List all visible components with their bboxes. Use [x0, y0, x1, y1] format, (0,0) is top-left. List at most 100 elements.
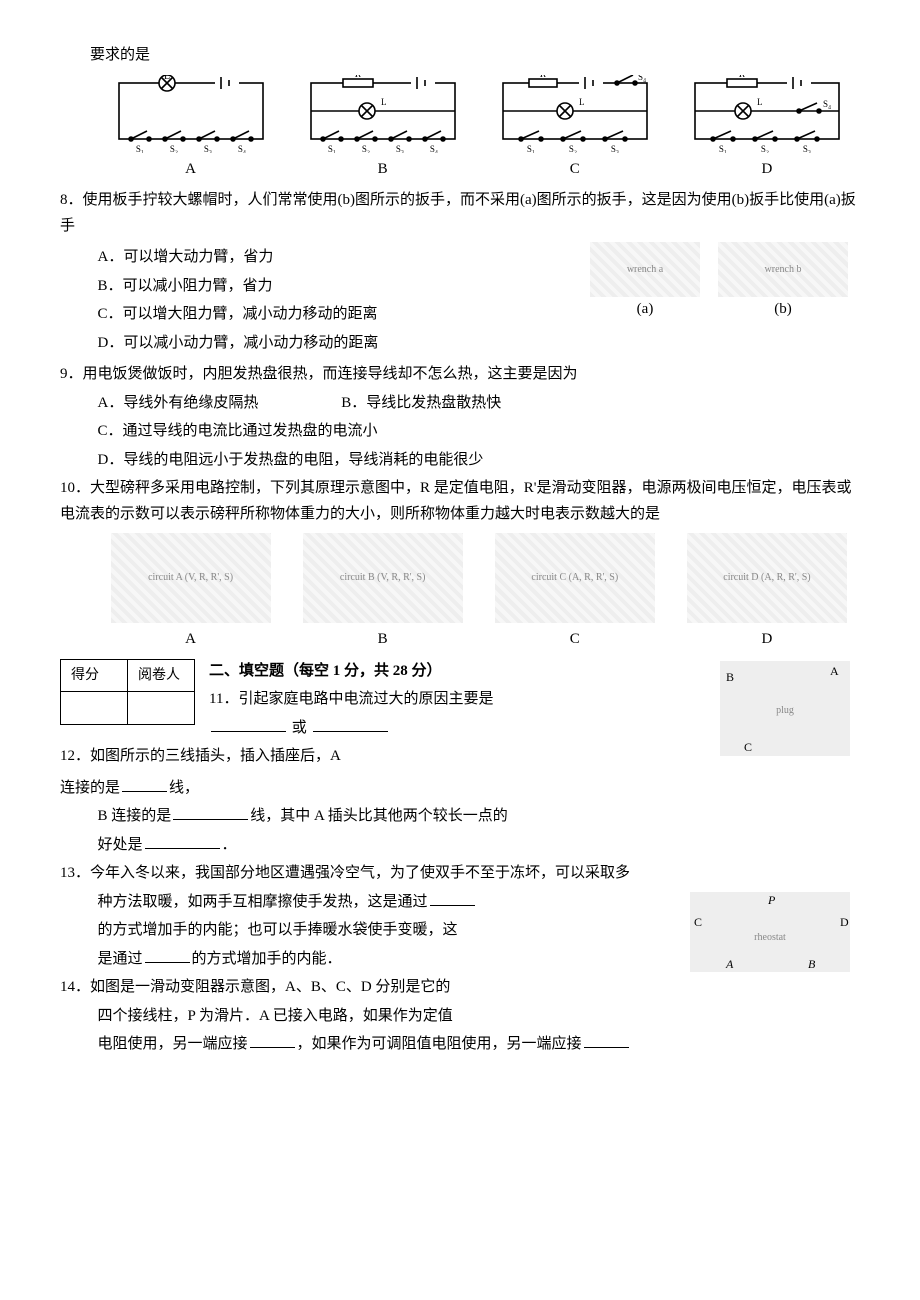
q10-circuit-a-diagram: circuit A (V, R, R', S)	[111, 533, 271, 623]
q10-c-cell: circuit C (A, R, R', S) C	[482, 533, 668, 653]
q11-text: 11．引起家庭电路中电流过大的原因主要是	[209, 691, 493, 707]
q14-l3b: ，如果作为可调阻值电阻使用，另一端应接	[297, 1036, 582, 1052]
q11-blank2	[313, 716, 388, 732]
circuit-a-label: A	[185, 157, 196, 183]
svg-text:B: B	[726, 670, 734, 684]
score-table: 得分 阅卷人	[60, 659, 195, 726]
q12-c2: 线，其中 A 插头比其他两个较长一点的	[250, 808, 508, 824]
svg-text:L: L	[579, 97, 585, 107]
section2-block: 得分 阅卷人 A B C plug 二、填空题（每空 1 分，共 28 分） 1…	[60, 659, 860, 773]
svg-text:C: C	[694, 915, 702, 929]
q12-line4: 好处是 ．	[60, 833, 860, 859]
q14-line3: 电阻使用，另一端应接 ，如果作为可调阻值电阻使用，另一端应接	[60, 1032, 860, 1058]
q13-blank1	[430, 890, 475, 906]
q10-circuit-d-diagram: circuit D (A, R, R', S)	[687, 533, 847, 623]
svg-text:S₁: S₁	[527, 144, 535, 153]
svg-text:S₂: S₂	[761, 144, 769, 153]
q11-blank1	[211, 716, 286, 732]
svg-text:L: L	[164, 75, 170, 82]
q10-a-label: A	[185, 627, 196, 653]
section2-title: 二、填空题（每空 1 分，共 28 分）	[209, 663, 442, 679]
q12-blank1	[122, 776, 167, 792]
score-blank2	[128, 692, 195, 725]
svg-text:S₃: S₃	[203, 144, 211, 153]
q14-blank2	[584, 1032, 629, 1048]
svg-text:S₄: S₄	[638, 75, 646, 82]
circuit-d-label: D	[762, 157, 773, 183]
wrench-a-icon: wrench a	[590, 242, 700, 297]
svg-text:S₁: S₁	[328, 144, 336, 153]
circuit-a-cell: L S₁ S₂ S₃ S₄ A	[98, 75, 284, 183]
rheostat-figure: P C D A B rheostat	[690, 892, 850, 972]
q9-opt-d: D．导线的电阻远小于发热盘的电阻，导线消耗的电能很少	[98, 448, 861, 474]
q9-opt-a: A．导线外有绝缘皮隔热	[98, 391, 338, 417]
q14-blank1	[250, 1032, 295, 1048]
q13-blank2	[145, 947, 190, 963]
q12-a: 12．如图所示的三线插头，插入插座后，A	[60, 748, 341, 764]
circuit-d-diagram: R L S₄ S₁ S₂ S₃	[687, 75, 847, 153]
svg-text:L: L	[381, 97, 387, 107]
svg-text:S₂: S₂	[169, 144, 177, 153]
q8-opt-c: C．可以增大阻力臂，减小动力移动的距离	[98, 302, 575, 328]
q8-opt-d: D．可以减小动力臂，减小动力移动的距离	[98, 331, 575, 357]
wrench-a-label: (a)	[637, 297, 654, 323]
wrench-a-fig: wrench a (a)	[590, 242, 700, 323]
svg-text:S₃: S₃	[803, 144, 811, 153]
svg-text:B: B	[808, 957, 816, 971]
q13-l4a: 是通过	[98, 951, 143, 967]
q14-l3a: 电阻使用，另一端应接	[98, 1036, 248, 1052]
svg-text:S₄: S₄	[430, 144, 438, 153]
q11-or: 或	[292, 720, 307, 736]
svg-text:S₁: S₁	[135, 144, 143, 153]
svg-text:S₄: S₄	[823, 99, 831, 109]
score-blank1	[61, 692, 128, 725]
svg-text:C: C	[744, 740, 752, 754]
rheostat-icon: P C D A B rheostat	[690, 892, 850, 972]
q12-d: 好处是	[98, 837, 143, 853]
q13-line1: 13．今年入冬以来，我国部分地区遭遇强冷空气，为了使双手不至于冻坏，可以采取多	[60, 861, 860, 887]
svg-text:S₄: S₄	[237, 144, 245, 153]
q10-b-label: B	[378, 627, 388, 653]
svg-text:A: A	[725, 957, 734, 971]
q9-options: A．导线外有绝缘皮隔热 B．导线比发热盘散热快 C．通过导线的电流比通过发热盘的…	[60, 391, 860, 474]
wrench-b-fig: wrench b (b)	[718, 242, 848, 323]
svg-text:D: D	[840, 915, 849, 929]
q13-l2-text: 种方法取暖，如两手互相摩擦使手发热，这是通过	[98, 894, 428, 910]
plug-icon: A B C plug	[720, 661, 850, 756]
score-col1: 得分	[61, 659, 128, 692]
score-col2: 阅卷人	[128, 659, 195, 692]
circuit-c-label: C	[570, 157, 580, 183]
q7-circuit-row: L S₁ S₂ S₃ S₄ A	[60, 75, 860, 183]
lead-in-text: 要求的是	[60, 43, 860, 69]
q9-opt-c: C．通过导线的电流比通过发热盘的电流小	[98, 419, 861, 445]
svg-text:A: A	[830, 664, 839, 678]
q9-stem: 9．用电饭煲做饭时，内胆发热盘很热，而连接导线却不怎么热，这主要是因为	[60, 362, 860, 388]
q12-b2: 线，	[169, 780, 199, 796]
svg-text:plug: plug	[776, 705, 794, 716]
svg-text:S₃: S₃	[611, 144, 619, 153]
q14-line2: 四个接线柱，P 为滑片．A 已接入电路，如果作为定值	[60, 1004, 860, 1030]
wrench-b-label: (b)	[774, 297, 792, 323]
q12-line2: 连接的是线，	[60, 776, 860, 802]
svg-text:S₃: S₃	[396, 144, 404, 153]
svg-text:P: P	[767, 893, 776, 907]
plug-figure: A B C plug	[720, 661, 850, 756]
circuit-b-cell: R L S₁ S₂ S₃ S₄ B	[290, 75, 476, 183]
circuit-d-cell: R L S₄ S₁ S₂ S₃ D	[674, 75, 860, 183]
svg-text:rheostat: rheostat	[754, 932, 786, 943]
q14-line1: 14．如图是一滑动变阻器示意图，A、B、C、D 分别是它的	[60, 975, 860, 1001]
svg-text:L: L	[757, 97, 763, 107]
svg-text:R: R	[354, 75, 361, 80]
q12-blank3	[145, 833, 220, 849]
q10-a-cell: circuit A (V, R, R', S) A	[98, 533, 284, 653]
q8-opt-a: A．可以增大动力臂，省力	[98, 245, 575, 271]
q10-d-cell: circuit D (A, R, R', S) D	[674, 533, 860, 653]
q8-opt-b: B．可以减小阻力臂，省力	[98, 274, 575, 300]
q12-d2: ．	[222, 837, 237, 853]
circuit-a-diagram: L S₁ S₂ S₃ S₄	[111, 75, 271, 153]
q9-opt-b: B．导线比发热盘散热快	[341, 395, 501, 411]
q8-block: A．可以增大动力臂，省力 B．可以减小阻力臂，省力 C．可以增大阻力臂，减小动力…	[60, 242, 860, 359]
svg-text:S₂: S₂	[362, 144, 370, 153]
q10-b-cell: circuit B (V, R, R', S) B	[290, 533, 476, 653]
q10-d-label: D	[762, 627, 773, 653]
